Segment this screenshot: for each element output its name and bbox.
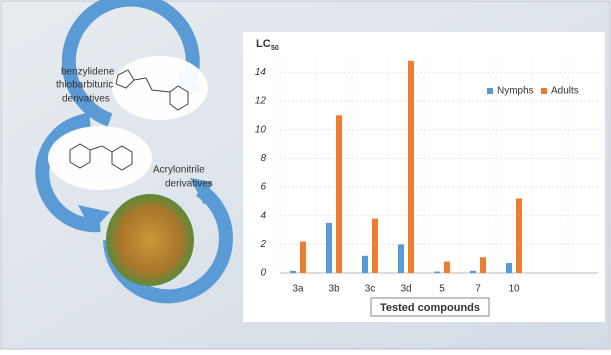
bar — [326, 223, 332, 273]
x-tick-label: 5 — [439, 284, 445, 295]
x-tick-label: 3d — [400, 284, 411, 295]
bar — [300, 241, 306, 273]
diagram-label: derivatives — [165, 179, 213, 190]
y-tick-label: 2 — [259, 239, 266, 250]
bar — [290, 271, 296, 273]
y-tick-label: 12 — [255, 96, 267, 107]
y-axis-label: LC — [256, 38, 271, 50]
x-tick-label: 3c — [365, 284, 376, 295]
corn-photo — [106, 194, 194, 286]
legend-swatch — [541, 88, 547, 94]
structure-2 — [48, 126, 152, 190]
y-tick-label: 6 — [260, 182, 266, 193]
bar — [434, 272, 440, 273]
y-tick-label: 14 — [255, 67, 267, 78]
bar — [506, 263, 512, 273]
bar — [516, 198, 522, 273]
legend-swatch — [487, 88, 493, 94]
y-tick-label: 0 — [260, 268, 266, 279]
x-axis-label: Tested compounds — [380, 302, 480, 314]
bar — [336, 115, 342, 273]
y-tick-label: 8 — [260, 153, 266, 164]
bar — [444, 262, 450, 273]
bar — [470, 271, 476, 273]
y-axis-label-sub: 50 — [271, 45, 279, 52]
x-tick-label: 3a — [292, 284, 304, 295]
y-tick-label: 10 — [255, 124, 267, 135]
bar — [398, 244, 404, 273]
graphical-abstract: benzylidene thiobarbituric derivatives A… — [0, 0, 611, 350]
y-tick-label: 4 — [260, 210, 266, 221]
x-tick-label: 3b — [328, 284, 340, 295]
bar — [362, 256, 368, 273]
diagram-label: benzylidene — [61, 67, 115, 78]
bar — [372, 219, 378, 273]
x-tick-label: 10 — [508, 284, 520, 295]
diagram-label: Acrylonitrile — [153, 165, 205, 176]
x-tick-label: 7 — [475, 284, 481, 295]
bar — [408, 61, 414, 273]
bar — [480, 257, 486, 273]
legend-label: Nymphs — [497, 86, 534, 97]
legend-label: Adults — [551, 86, 579, 97]
diagram-label: derivatives — [62, 94, 110, 105]
diagram-label: thiobarbituric — [56, 80, 113, 91]
